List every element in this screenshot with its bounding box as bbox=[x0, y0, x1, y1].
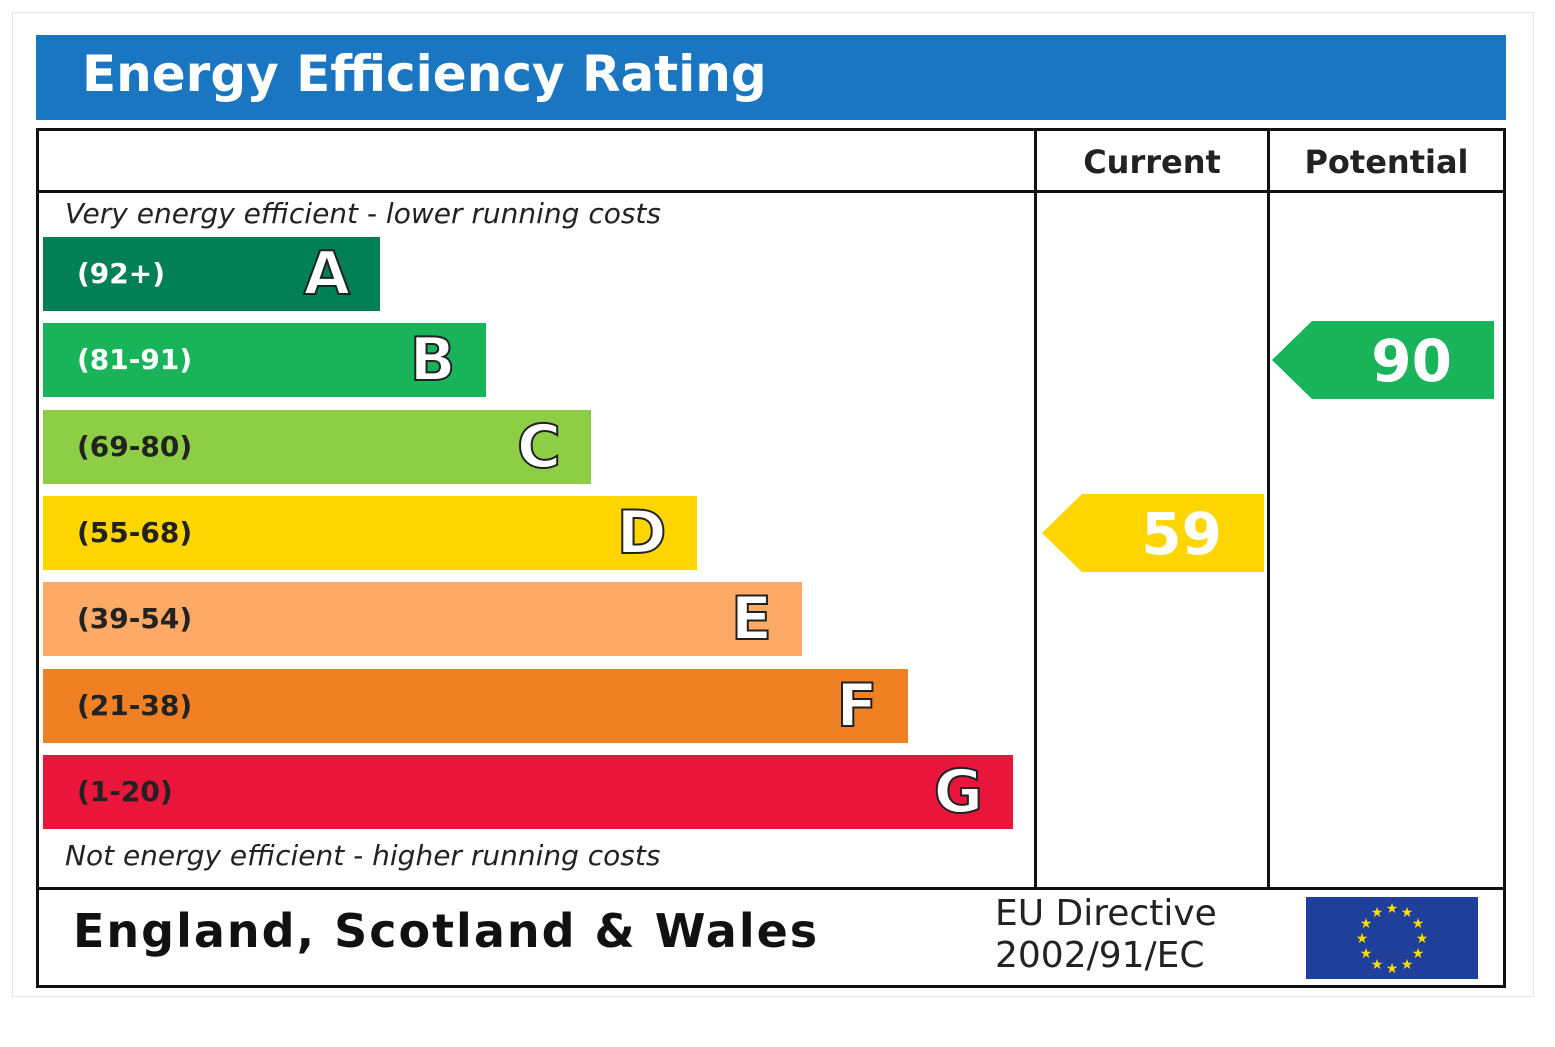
column-divider bbox=[1034, 131, 1037, 887]
eu-flag-icon: ★ ★★★★★★★★★★★ bbox=[1306, 897, 1478, 979]
band-bar-f: (21-38) F bbox=[43, 668, 908, 743]
band-range: (1-20) bbox=[77, 774, 173, 808]
potential-column-header: Potential bbox=[1304, 143, 1469, 181]
band-letter: E bbox=[730, 583, 773, 655]
chart-frame bbox=[12, 12, 1534, 997]
band-bar-g: (1-20) G bbox=[43, 754, 1013, 829]
column-divider bbox=[1267, 131, 1270, 887]
flag-star: ★ bbox=[1401, 957, 1414, 973]
band-letter: C bbox=[516, 411, 562, 483]
flag-star: ★ bbox=[1386, 961, 1399, 977]
footer-divider bbox=[39, 887, 1503, 890]
region-label: England, Scotland & Wales bbox=[73, 904, 820, 958]
band-bar-a: (92+) A bbox=[43, 237, 380, 311]
flag-star: ★ bbox=[1386, 901, 1399, 917]
directive-line-2: 2002/91/EC bbox=[995, 935, 1205, 976]
band-range: (39-54) bbox=[77, 602, 193, 636]
band-letter: D bbox=[616, 497, 668, 569]
band-bar-b: (81-91) B bbox=[43, 323, 486, 398]
flag-star: ★ bbox=[1412, 946, 1425, 962]
flag-star: ★ bbox=[1416, 931, 1429, 947]
flag-star: ★ bbox=[1360, 946, 1373, 962]
band-letter: A bbox=[303, 238, 351, 310]
header-divider bbox=[39, 190, 1503, 193]
flag-star: ★ bbox=[1412, 916, 1425, 932]
band-bar-d: (55-68) D bbox=[43, 495, 697, 570]
flag-star: ★ bbox=[1401, 905, 1414, 921]
current-rating-arrow: 59 bbox=[1042, 493, 1264, 572]
rating-table: Current Potential Very energy efficient … bbox=[36, 128, 1506, 988]
band-range: (21-38) bbox=[77, 688, 193, 722]
band-letter: F bbox=[836, 670, 879, 742]
band-bar-e: (39-54) E bbox=[43, 582, 802, 657]
top-note: Very energy efficient - lower running co… bbox=[65, 197, 661, 230]
potential-rating-arrow: 90 bbox=[1272, 321, 1494, 400]
band-letter: G bbox=[933, 756, 984, 828]
flag-star: ★ bbox=[1371, 957, 1384, 973]
bottom-note: Not energy efficient - higher running co… bbox=[65, 839, 661, 872]
band-letter: B bbox=[409, 324, 457, 396]
band-bar-c: (69-80) C bbox=[43, 409, 591, 484]
potential-rating-value: 90 bbox=[1371, 327, 1452, 396]
eu-directive: EU Directive 2002/91/EC bbox=[995, 893, 1217, 977]
title-bar: Energy Efficiency Rating bbox=[36, 35, 1506, 120]
arrow-shape bbox=[1272, 321, 1494, 400]
directive-line-1: EU Directive bbox=[995, 893, 1217, 934]
flag-star: ★ bbox=[1371, 905, 1384, 921]
band-range: (69-80) bbox=[77, 429, 193, 463]
band-range: (92+) bbox=[77, 257, 166, 290]
flag-star: ★ bbox=[1360, 916, 1373, 932]
chart-title: Energy Efficiency Rating bbox=[82, 45, 767, 103]
arrow-shape bbox=[1042, 493, 1264, 572]
current-rating-value: 59 bbox=[1141, 499, 1222, 568]
flag-star: ★ bbox=[1356, 931, 1369, 947]
current-column-header: Current bbox=[1083, 143, 1221, 181]
band-range: (81-91) bbox=[77, 343, 193, 377]
band-range: (55-68) bbox=[77, 515, 193, 549]
